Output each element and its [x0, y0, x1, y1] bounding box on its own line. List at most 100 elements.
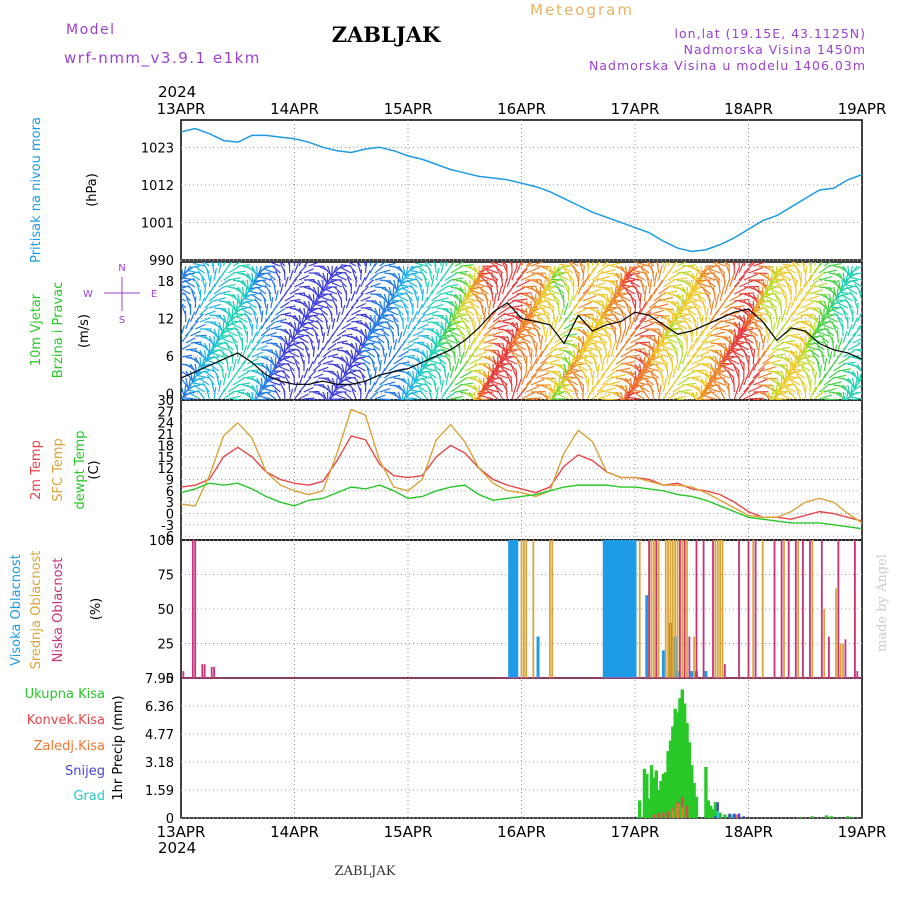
- precip-bar-total_precip: [830, 816, 833, 818]
- wind-barb: [584, 252, 587, 266]
- wind-barb: [436, 298, 448, 301]
- precip-legend-label: Snijeg: [65, 764, 105, 779]
- wind-barb: [541, 296, 554, 301]
- wind-barb: [692, 399, 694, 413]
- wind-barb: [274, 283, 276, 294]
- wind-barb: [219, 261, 222, 273]
- wind-barb: [769, 289, 782, 294]
- series-side-label: Niska Oblacnost: [51, 558, 66, 663]
- wind-barb: [470, 316, 474, 329]
- cloud-bar-high_cloud: [690, 671, 693, 678]
- wind-barb: [394, 280, 397, 291]
- wind-barb: [493, 364, 508, 370]
- x-tick-label-bottom: 17APR: [611, 823, 660, 841]
- precip-bar-total_precip: [695, 797, 698, 818]
- wind-barb: [621, 329, 626, 343]
- cloud-bar-low_cloud: [845, 639, 847, 678]
- wind-barb: [843, 331, 847, 343]
- cloud-bar-low_cloud: [856, 671, 858, 678]
- wind-barb: [517, 280, 531, 287]
- wind-barb: [294, 374, 295, 385]
- wind-barb: [739, 293, 754, 294]
- wind-barb: [630, 349, 645, 350]
- wind-barb: [493, 372, 508, 378]
- footer-station: ZABLJAK: [335, 864, 396, 879]
- wind-barb: [607, 309, 620, 315]
- wind-barb: [749, 398, 764, 399]
- wind-barb: [380, 360, 382, 371]
- wind-barb: [822, 351, 824, 364]
- wind-barb: [819, 365, 821, 378]
- wind-barb: [819, 395, 832, 399]
- wind-barb: [611, 375, 625, 378]
- wind-barb: [526, 364, 532, 378]
- wind-barb: [214, 387, 216, 399]
- wind-barb: [588, 386, 594, 399]
- wind-barb: [583, 265, 584, 280]
- precip-bar-total_precip: [723, 814, 726, 818]
- y-tick-label: 12: [157, 312, 174, 327]
- wind-barb: [615, 329, 616, 343]
- wind-barb: [228, 396, 240, 399]
- wind-barb: [775, 309, 776, 322]
- cloud-bar-mid_cloud: [722, 540, 724, 678]
- wind-barb: [592, 371, 593, 385]
- wind-barb: [616, 399, 620, 413]
- wind-barb: [313, 346, 314, 357]
- wind-barb: [796, 267, 800, 280]
- wind-barb: [323, 332, 325, 343]
- wind-barb: [729, 265, 730, 280]
- wind-barb: [261, 311, 262, 322]
- wind-barb: [347, 307, 354, 315]
- wind-barb: [583, 296, 597, 301]
- wind-barb: [522, 286, 537, 287]
- wind-barb: [217, 346, 229, 350]
- wind-barb: [536, 342, 538, 357]
- wind-barb: [237, 344, 238, 357]
- wind-barb: [801, 303, 814, 308]
- wind-barb: [446, 285, 458, 287]
- y-tick-label: 1012: [141, 179, 174, 194]
- wind-barb: [706, 339, 720, 343]
- wind-barb: [221, 338, 233, 343]
- wind-barb: [763, 399, 769, 412]
- y-tick-label: 1023: [141, 141, 174, 156]
- wind-barb: [678, 358, 682, 371]
- wind-barb: [498, 365, 512, 371]
- cloud-bar-low_cloud: [724, 664, 726, 678]
- wind-barb: [265, 385, 276, 386]
- wind-barb: [308, 315, 319, 316]
- wind-barb: [493, 325, 508, 329]
- y-tick-label: 990: [149, 254, 174, 269]
- wind-barb: [370, 322, 371, 333]
- wind-barb: [313, 294, 314, 305]
- wind-barb: [827, 344, 829, 357]
- wind-barb: [247, 399, 249, 411]
- temp-line-sfc: [181, 409, 862, 523]
- wind-barb: [448, 330, 460, 336]
- precip-bar-conv_precip: [667, 811, 669, 818]
- wind-barb: [209, 304, 220, 308]
- wind-barb: [266, 312, 272, 322]
- wind-barb: [574, 309, 587, 315]
- wind-barb: [796, 386, 801, 399]
- wind-barb: [618, 399, 625, 412]
- wind-barb: [663, 259, 667, 273]
- wind-barb: [384, 353, 386, 364]
- wind-barb: [552, 282, 564, 287]
- precip-bar-total_precip: [811, 816, 814, 818]
- wind-barb: [257, 317, 258, 329]
- wind-barb: [284, 388, 285, 399]
- wind-barb: [620, 321, 621, 336]
- wind-barb: [488, 260, 502, 266]
- wind-barb: [673, 396, 687, 399]
- precip-bar-snow: [714, 816, 716, 818]
- cloud-bar-mid_cloud: [658, 540, 660, 678]
- cloud-bar-mid_cloud: [677, 540, 679, 678]
- wind-barb: [767, 360, 781, 364]
- cloud-bar-low_cloud: [703, 540, 705, 678]
- wind-barb: [829, 351, 832, 364]
- precip-legend-label: Zaledj.Kisa: [34, 739, 105, 754]
- wind-barb: [662, 252, 664, 266]
- cloud-bar-mid_cloud: [653, 540, 655, 678]
